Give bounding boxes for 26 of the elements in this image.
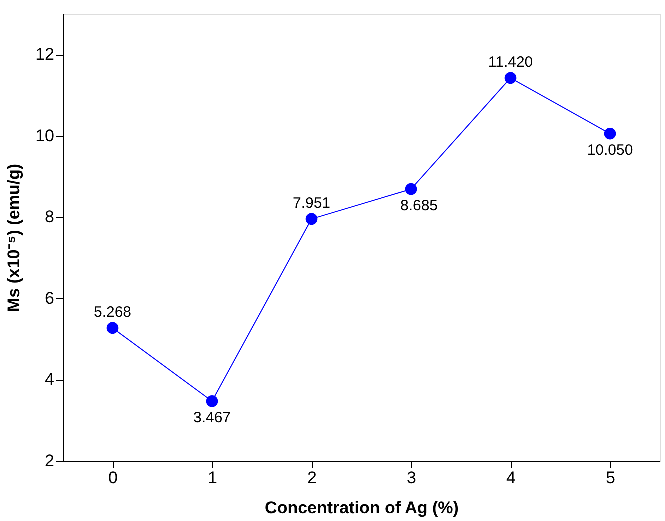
point — [405, 183, 418, 196]
x-tick-label: 3 — [407, 468, 416, 488]
y-tick-label: 12 — [36, 45, 54, 64]
data-label: 3.467 — [193, 409, 232, 426]
data-label: 10.050 — [587, 142, 634, 159]
y-tick-label: 2 — [45, 452, 54, 470]
x-axis-title: Concentration of Ag (%) — [265, 498, 459, 518]
data-label: 7.951 — [292, 195, 331, 212]
x-tick-label: 4 — [506, 468, 516, 488]
x-tick-label: 0 — [108, 468, 118, 488]
data-label: 11.420 — [488, 54, 534, 72]
y-tick-label: 8 — [45, 208, 54, 227]
point — [106, 322, 119, 334]
x-tick-label: 2 — [308, 468, 317, 488]
data-label: 5.268 — [94, 304, 132, 322]
point — [504, 72, 517, 84]
y-tick-label: 4 — [45, 370, 54, 390]
x-tick-label: 1 — [208, 468, 218, 488]
y-axis-title: Ms (x10⁻⁵) (emu/g) — [4, 164, 24, 312]
x-tick-label: 5 — [606, 468, 616, 488]
point — [604, 128, 616, 140]
y-tick-label: 6 — [45, 288, 54, 308]
y-tick-label: 10 — [36, 126, 54, 146]
point — [206, 395, 218, 408]
data-label: 8.685 — [400, 197, 438, 214]
point — [306, 213, 318, 226]
